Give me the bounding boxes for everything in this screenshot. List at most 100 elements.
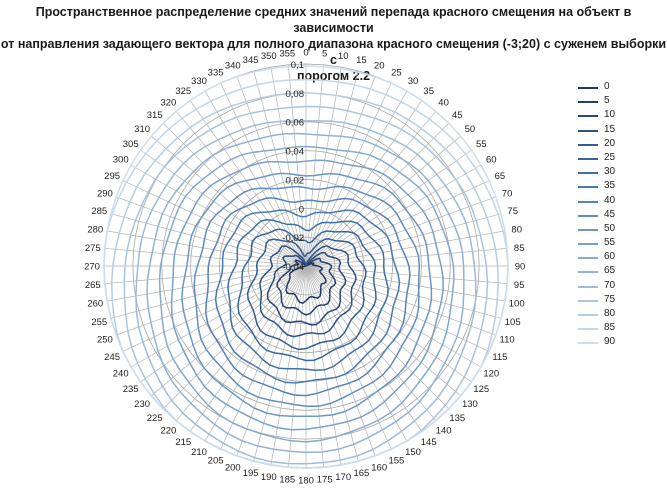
- angle-tick-label: 205: [208, 455, 224, 466]
- grid-spoke: [305, 265, 490, 352]
- legend-entry-20: 20: [578, 137, 663, 151]
- angle-tick-label: 115: [492, 352, 507, 363]
- legend-swatch: [578, 214, 598, 217]
- angle-tick-label: 150: [405, 447, 421, 458]
- angle-tick-label: 155: [388, 455, 404, 466]
- legend-entry-80: 80: [578, 307, 663, 321]
- legend-label: 10: [604, 109, 616, 121]
- angle-tick-label: 165: [353, 468, 369, 479]
- angle-tick-label: 35: [423, 86, 434, 97]
- grid-spoke: [162, 265, 307, 410]
- angle-tick-label: 235: [123, 384, 139, 395]
- legend-label: 85: [604, 322, 616, 334]
- angle-tick-label: 75: [507, 206, 518, 217]
- angle-tick-label: 0: [303, 48, 308, 59]
- grid-spoke: [305, 265, 502, 319]
- legend-entry-40: 40: [578, 194, 663, 208]
- radar-series: [103, 65, 509, 469]
- grid-spoke: [151, 265, 307, 397]
- angle-tick-label: 105: [505, 317, 521, 328]
- legend-entry-25: 25: [578, 151, 663, 165]
- angle-tick-label: 195: [243, 468, 259, 479]
- legend-label: 45: [604, 208, 616, 220]
- angle-tick-label: 270: [84, 262, 100, 273]
- angle-tick-label: 310: [134, 124, 150, 135]
- angle-tick-label: 210: [191, 447, 207, 458]
- legend-swatch: [578, 285, 598, 288]
- angle-tick-label: 315: [147, 110, 163, 121]
- legend-entry-65: 65: [578, 264, 663, 278]
- radial-tick-label: 0,1: [291, 60, 304, 71]
- legend-entry-10: 10: [578, 108, 663, 122]
- grid-spoke: [305, 70, 359, 267]
- angle-tick-label: 70: [502, 188, 513, 199]
- legend-entry-90: 90: [578, 335, 663, 349]
- grid-spoke: [162, 122, 307, 267]
- angle-tick-label: 110: [500, 335, 515, 346]
- angle-tick-label: 100: [509, 299, 525, 310]
- grid-spoke: [305, 265, 508, 284]
- angle-tick-label: 45: [452, 110, 463, 121]
- radial-tick-label: -0,04: [282, 262, 304, 273]
- grid-spoke: [305, 265, 324, 468]
- angle-tick-label: 130: [462, 399, 478, 410]
- legend-label: 50: [604, 222, 616, 234]
- grid-spoke: [253, 70, 307, 267]
- series-5-line: [276, 257, 337, 316]
- angle-tick-label: 190: [261, 472, 277, 483]
- legend-swatch: [578, 228, 598, 231]
- grid-spoke: [305, 265, 496, 336]
- legend-swatch: [578, 342, 598, 345]
- legend-label: 80: [604, 308, 616, 319]
- series-70-line: [135, 120, 477, 465]
- legend-swatch: [578, 157, 598, 160]
- series-0-line: [285, 262, 327, 304]
- series-40-line: [205, 197, 411, 397]
- legend-label: 55: [604, 237, 616, 249]
- angle-tick-label: 260: [87, 299, 103, 310]
- angle-tick-label: 335: [208, 68, 224, 79]
- legend-entry-0: 0: [578, 80, 663, 94]
- angle-tick-label: 240: [113, 369, 129, 380]
- angle-tick-label: 180: [298, 476, 314, 487]
- angle-tick-label: 175: [317, 475, 333, 486]
- grid-spoke: [305, 76, 376, 267]
- angle-tick-label: 160: [371, 463, 387, 474]
- angle-tick-label: 265: [85, 280, 101, 291]
- radial-tick-label: -0,02: [282, 233, 304, 244]
- radial-tick-label: 0,04: [286, 147, 305, 158]
- angle-tick-label: 320: [160, 98, 176, 109]
- legend-entry-45: 45: [578, 208, 663, 222]
- angle-tick-label: 285: [91, 206, 107, 217]
- angle-tick-label: 125: [473, 384, 489, 395]
- grid-spoke: [305, 196, 496, 267]
- angle-tick-label: 85: [514, 243, 525, 254]
- grid-spoke: [305, 265, 408, 442]
- grid-spoke: [288, 64, 307, 267]
- angle-tick-label: 50: [465, 124, 476, 135]
- chart-title: Пространственное распределение средних з…: [0, 4, 667, 84]
- legend-entry-75: 75: [578, 293, 663, 307]
- legend-entry-50: 50: [578, 222, 663, 236]
- legend-swatch: [578, 186, 598, 189]
- angle-tick-label: 340: [225, 60, 241, 71]
- radial-tick-label: 0,02: [286, 175, 305, 186]
- series-30-line: [227, 218, 389, 371]
- grid-spoke: [204, 265, 307, 442]
- grid-spoke: [305, 265, 359, 462]
- legend-label: 0: [604, 81, 610, 92]
- legend-entry-70: 70: [578, 279, 663, 293]
- legend-label: 35: [604, 180, 616, 192]
- radial-tick-label: 0: [299, 204, 304, 215]
- legend-entry-30: 30: [578, 165, 663, 179]
- radial-tick-label: 0,06: [286, 118, 305, 129]
- grid-spoke: [305, 180, 490, 267]
- angle-tick-label: 215: [175, 437, 191, 448]
- angle-tick-label: 170: [335, 472, 351, 483]
- series-15-line: [259, 245, 357, 338]
- grid-spoke: [305, 265, 437, 421]
- angle-tick-label: 230: [134, 399, 150, 410]
- legend-entry-60: 60: [578, 250, 663, 264]
- angle-tick-label: 225: [147, 413, 163, 424]
- angle-tick-label: 120: [483, 369, 499, 380]
